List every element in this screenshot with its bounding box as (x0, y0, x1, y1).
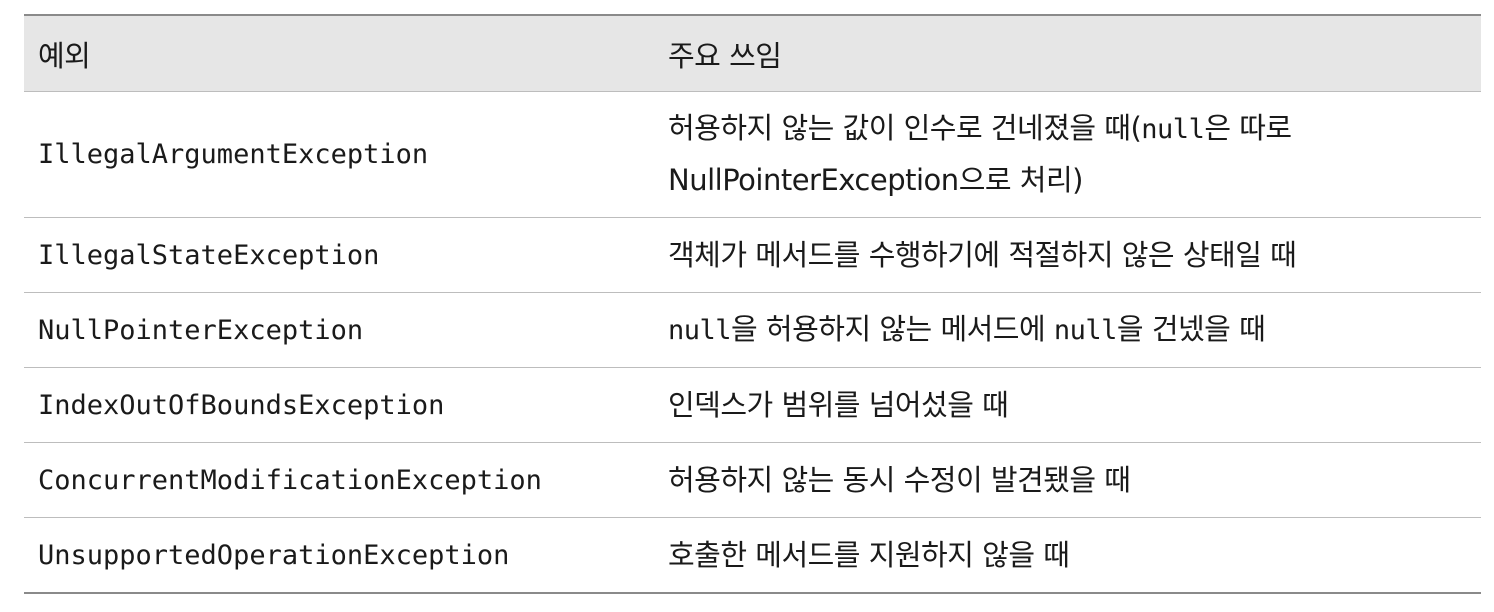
exception-usage: 인덱스가 범위를 넘어섰을 때 (668, 387, 1009, 422)
exception-usage: 호출한 메서드를 지원하지 않을 때 (668, 537, 1070, 572)
table-row: IllegalArgumentException 허용하지 않는 값이 인수로 … (24, 91, 1481, 217)
usage-line-2: NullPointerException으로 처리) (668, 163, 1083, 197)
exception-name: UnsupportedOperationException (38, 539, 510, 571)
table-row: UnsupportedOperationException 호출한 메서드를 지… (24, 517, 1481, 592)
exception-usage: 허용하지 않는 값이 인수로 건네졌을 때(null은 따로 NullPoint… (654, 103, 1481, 206)
exception-table: 예외 주요 쓰임 IllegalArgumentException 허용하지 않… (24, 14, 1481, 594)
exception-name: IllegalStateException (38, 239, 380, 271)
table-row: ConcurrentModificationException 허용하지 않는 … (24, 442, 1481, 517)
table-row: NullPointerException null을 허용하지 않는 메서드에 … (24, 292, 1481, 367)
exception-name: IndexOutOfBoundsException (38, 389, 445, 421)
table-row: IndexOutOfBoundsException 인덱스가 범위를 넘어섰을 … (24, 367, 1481, 442)
exception-name: ConcurrentModificationException (38, 464, 542, 496)
table-row: IllegalStateException 객체가 메서드를 수행하기에 적절하… (24, 217, 1481, 292)
header-exception: 예외 (38, 38, 91, 73)
exception-usage: 객체가 메서드를 수행하기에 적절하지 않은 상태일 때 (668, 237, 1297, 272)
exception-name: NullPointerException (38, 314, 364, 346)
exception-usage: 허용하지 않는 동시 수정이 발견됐을 때 (668, 462, 1131, 497)
exception-name: IllegalArgumentException (38, 139, 429, 170)
header-usage: 주요 쓰임 (668, 38, 782, 73)
table-header-row: 예외 주요 쓰임 (24, 16, 1481, 91)
exception-usage: null을 허용하지 않는 메서드에 null을 건넸을 때 (668, 312, 1266, 346)
usage-line-1: 허용하지 않는 값이 인수로 건네졌을 때(null은 따로 (668, 111, 1292, 145)
